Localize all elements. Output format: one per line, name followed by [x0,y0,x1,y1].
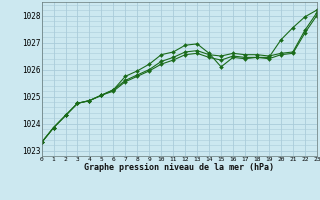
X-axis label: Graphe pression niveau de la mer (hPa): Graphe pression niveau de la mer (hPa) [84,163,274,172]
